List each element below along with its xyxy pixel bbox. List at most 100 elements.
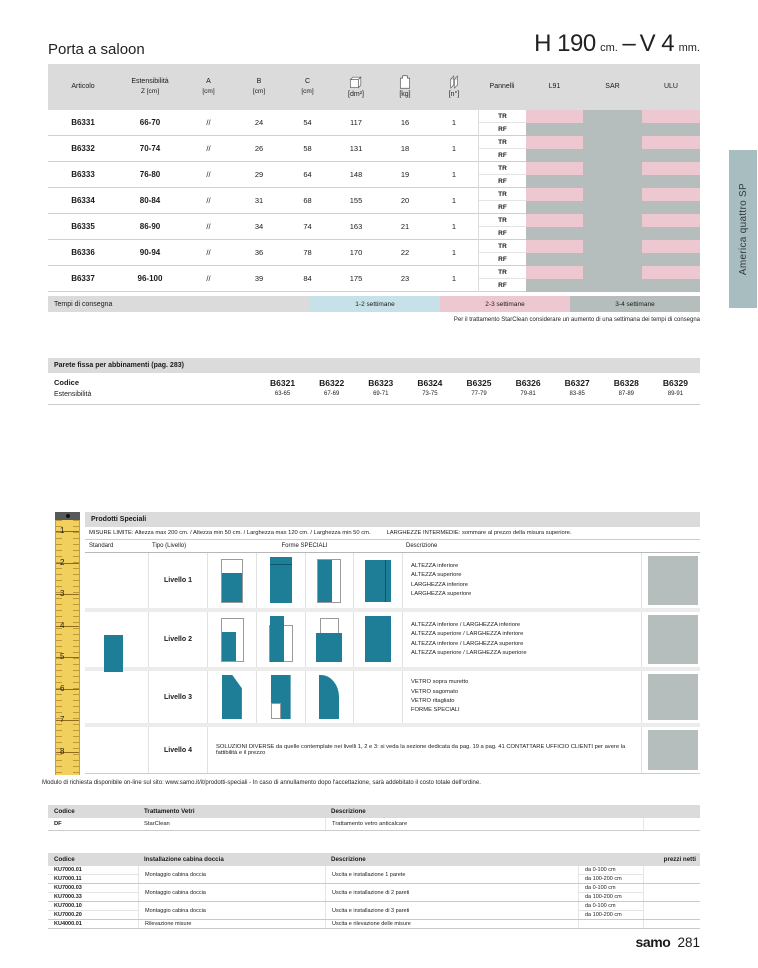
availability-ulu-tr: [642, 266, 700, 279]
cell-pannelli: TR RF: [478, 188, 526, 214]
installation-ranges: da 0-100 cm da 100-200 cm: [578, 884, 643, 901]
availability-sar-rf: [583, 175, 642, 188]
glass-treatment-table: Codice Trattamento Vetri Descrizione DF …: [48, 805, 700, 831]
cell-pannelli: TR RF: [478, 162, 526, 188]
column-header-c: C [cm]: [283, 78, 332, 96]
availability-ulu-tr: [642, 240, 700, 253]
legend-1-2-settimane: 1-2 settimane: [310, 296, 440, 312]
availability-column-sar: [583, 110, 642, 136]
products-table: Articolo Estensibilità Z [cm] A [cm] B [cm] C [c…: [48, 64, 700, 323]
cell-pannelli: TR RF: [478, 240, 526, 266]
standard-shape-swatch: [104, 635, 123, 672]
special-products-section: Prodotti Speciali MISURE LIMITE: Altezza…: [85, 512, 700, 774]
row-separator: [85, 723, 700, 727]
cell-articolo: B6333: [48, 162, 118, 188]
header-sublabel: [cm]: [202, 87, 215, 95]
ruler-major-tick: [56, 720, 79, 721]
cell-dm2: 148: [332, 162, 380, 188]
installation-group: KU7000.10 KU7000.20 Montaggio cabina docci…: [48, 902, 700, 920]
livello-row-1: Livello 1 ALTEZZA inferiore ALTEZZA superi…: [85, 553, 700, 608]
description-line: VETRO sagomato: [411, 688, 459, 695]
availability-column-l91: [526, 188, 583, 214]
panel-label-tr: TR: [479, 266, 526, 279]
description-line: LARGHEZZA superiore: [411, 590, 472, 597]
ruler-major-tick: [56, 688, 79, 690]
treatment-name: StarClean: [144, 821, 170, 827]
availability-l91-tr: [526, 266, 583, 279]
glass-unit: mm.: [678, 42, 700, 54]
weight-icon: [398, 74, 412, 90]
cell-estensibilita: 70-74: [118, 136, 182, 162]
order-form-footnote: Modulo di richiesta disponibile on-line …: [42, 780, 481, 786]
availability-ulu-rf: [642, 123, 700, 136]
legend-2-3-settimane: 2-3 settimane: [440, 296, 570, 312]
shape-cell: [353, 671, 402, 723]
column-header--dm-: [dm²]: [332, 74, 380, 100]
cell-articolo: B6332: [48, 136, 118, 162]
availability-l91-rf: [526, 201, 583, 214]
fixed-panel-range: 69-71: [373, 391, 389, 397]
installation-code: KU4000.01: [54, 921, 82, 927]
th-descrizione: Descrizione: [331, 808, 366, 815]
cell-estensibilita: 86-90: [118, 214, 182, 240]
series-name: America quattro SP: [737, 182, 749, 276]
shape-cell: [353, 612, 402, 667]
cell-estensibilita: 90-94: [118, 240, 182, 266]
description-line: ALTEZZA superiore / LARGHEZZA superiore: [411, 649, 527, 656]
fixed-panel-code: B6322: [319, 378, 345, 388]
vetro-ritagliato-shape: [315, 673, 343, 721]
availability-column-ulu: [642, 214, 700, 240]
livello-descriptions: ALTEZZA inferiore / LARGHEZZA inferiore A…: [402, 612, 641, 667]
column-header-a: A [cm]: [182, 78, 235, 96]
installation-range: [579, 920, 643, 928]
availability-l91-rf: [526, 279, 583, 292]
ruler-major-tick: [56, 657, 79, 658]
cell-estensibilita: 66-70: [118, 110, 182, 136]
fixed-panel-range: 79-81: [520, 391, 536, 397]
vetro-ritagliato-shape-part: [319, 675, 340, 719]
panel-label-tr: TR: [479, 188, 526, 201]
header-label: Pannelli: [489, 82, 515, 90]
ruler-major-tick: [56, 594, 79, 595]
availability-column-l91: [526, 110, 583, 136]
cell-c-cm: 58: [283, 136, 332, 162]
availability-column-sar: [583, 240, 642, 266]
misure-limite-text: MISURE LIMITE: Altezza max 200 cm. / Alt…: [89, 530, 371, 536]
installation-name: Montaggio cabina doccia: [138, 884, 325, 901]
livelli-rows: Livello 1 ALTEZZA inferiore ALTEZZA superi…: [85, 553, 700, 727]
panel-label-rf: RF: [479, 279, 526, 292]
altezza-superiore-shape-part: [269, 563, 292, 565]
availability-sar-rf: [583, 279, 642, 292]
th-trattamento: Trattamento Vetri: [144, 808, 195, 815]
availability-sar-tr: [583, 240, 642, 253]
cell-dm2: 170: [332, 240, 380, 266]
installation-group: KU4000.01 Rilevazione misure Uscita e rile…: [48, 920, 700, 929]
availability-ulu-tr: [642, 188, 700, 201]
column-header-pannelli: Pannelli: [478, 83, 526, 92]
ih-installazione: Installazione cabina doccia: [144, 856, 224, 863]
size-separator: –: [622, 30, 636, 57]
availability-column-sar: [583, 136, 642, 162]
size-spec: H 190 cm. – V 4 mm.: [534, 30, 700, 58]
shape-cell: [255, 612, 305, 667]
installation-table: Codice Installazione cabina doccia Descr…: [48, 853, 700, 929]
fixed-panel-range: 83-85: [569, 391, 585, 397]
availability-column-l91: [526, 214, 583, 240]
header-label: ULU: [663, 82, 678, 90]
delivery-times-row: Tempi di consegna 1-2 settimane 2-3 setti…: [48, 296, 700, 312]
ruler-number-3: 3: [60, 589, 65, 598]
standard-cell-empty: [85, 727, 148, 773]
row-separator: [85, 667, 700, 671]
shape-cell: [304, 553, 354, 608]
ruler-number-7: 7: [60, 715, 65, 724]
livello-label: Livello 3: [148, 671, 207, 723]
installation-code: KU7000.03: [54, 885, 82, 891]
brand-logo: samo: [635, 934, 671, 950]
installation-code: KU7000.20: [48, 910, 138, 919]
th-codice: Codice: [54, 808, 75, 815]
fixed-panel-B6324: B6324 73-75: [405, 378, 454, 398]
installation-ranges: [578, 920, 643, 928]
price-cell: [641, 671, 700, 723]
livello-row-2: Livello 2 ALTEZZA inferiore / LARGHEZZA i…: [85, 612, 700, 667]
cell-kg: 23: [380, 266, 430, 292]
